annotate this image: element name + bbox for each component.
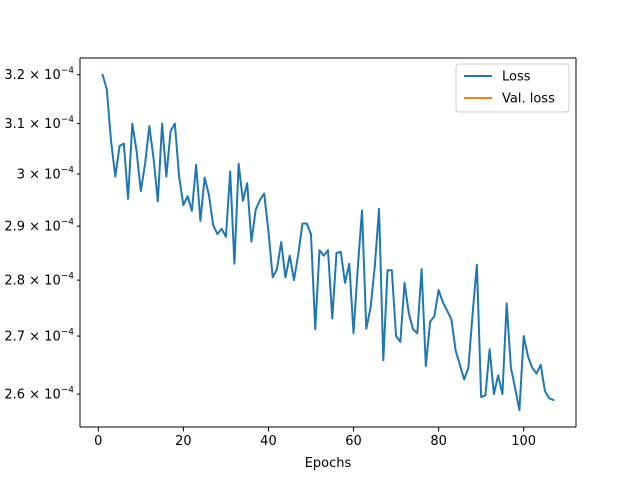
y-tick-label: 2.9 × 10−4	[4, 218, 74, 235]
y-tick-label: 3 × 10−4	[17, 166, 75, 183]
y-tick-label: 3.2 × 10−4	[4, 66, 74, 83]
y-tick-label: 3.1 × 10−4	[4, 115, 74, 132]
y-tick-label: 2.6 × 10−4	[4, 386, 74, 403]
y-tick-label: 2.7 × 10−4	[4, 328, 74, 345]
x-tick-label: 20	[175, 434, 192, 449]
legend-label-1: Val. loss	[502, 92, 555, 107]
y-tick-label: 2.8 × 10−4	[4, 272, 74, 289]
plot-area	[80, 58, 576, 427]
x-tick-label: 40	[260, 434, 277, 449]
x-tick-label: 60	[345, 434, 362, 449]
legend: Loss Val. loss	[455, 63, 570, 113]
x-axis-label: Epochs	[305, 456, 352, 471]
x-tick-label: 100	[511, 434, 536, 449]
x-tick-label: 80	[430, 434, 447, 449]
x-tick-label: 0	[94, 434, 102, 449]
legend-label-0: Loss	[502, 70, 531, 85]
axes-layer: 0 20 40 60 80 100 2.6 × 10−4 2.7 × 10−4 2.8 × 10…	[4, 57, 577, 449]
series-layer	[101, 73, 555, 412]
series-line-0	[101, 73, 555, 412]
